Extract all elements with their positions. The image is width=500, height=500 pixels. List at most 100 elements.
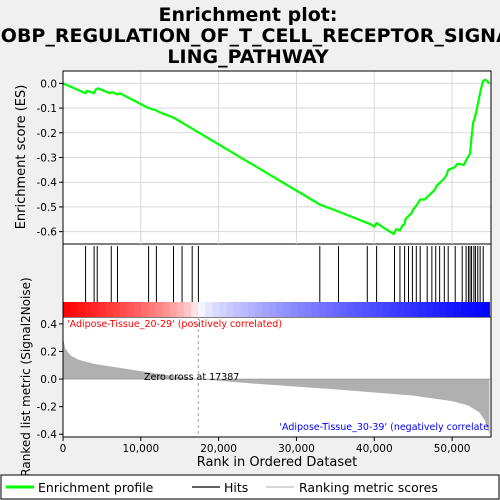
- es-tick-label: -0.5: [37, 202, 58, 214]
- rank-bar-segment: [134, 302, 142, 317]
- rank-tick-label: 0.0: [40, 374, 57, 386]
- legend: Enrichment profile Hits Ranking metric s…: [0, 474, 500, 500]
- rank-bar-segment: [226, 302, 235, 317]
- rank-tick-label: -0.4: [37, 429, 58, 441]
- rank-bar-segment: [77, 302, 85, 317]
- rank-bar-segment: [112, 302, 121, 317]
- rank-color-bar: [63, 302, 490, 317]
- rank-bar-segment: [446, 302, 455, 317]
- rank-bar-segment: [283, 302, 291, 317]
- rank-bar-segment: [190, 302, 199, 317]
- x-tick-label: 20,000: [200, 443, 237, 455]
- legend-hits-label: Hits: [224, 480, 248, 495]
- rank-bar-segment: [233, 302, 242, 317]
- rank-bar-segment: [290, 302, 299, 317]
- metric-layer: [63, 317, 491, 437]
- rank-bar-segment: [425, 302, 434, 317]
- plot-title-line-3: LING_PATHWAY: [167, 46, 328, 68]
- es-tick-label: -0.1: [37, 103, 58, 115]
- rank-bar-segment: [91, 302, 100, 317]
- rank-tick-label: -0.2: [37, 402, 58, 414]
- rank-bar-segment: [468, 302, 476, 317]
- ranking-metric-area: [63, 337, 490, 435]
- es-tick-label: -0.4: [37, 177, 58, 189]
- rank-bar-segment: [162, 302, 171, 317]
- rank-bar-segment: [461, 302, 469, 317]
- rank-bar-segment: [63, 302, 71, 317]
- x-tick-label: 0: [60, 443, 67, 455]
- rank-bar-segment: [439, 302, 448, 317]
- rank-bar-segment: [482, 302, 490, 317]
- zero-cross-label: Zero cross at 17387: [144, 372, 239, 383]
- rank-bar-segment: [198, 302, 206, 317]
- rank-bar-segment: [205, 302, 213, 317]
- es-y-axis-ticks: 0.0 -0.1 -0.2 -0.3 -0.4 -0.5 -0.6: [37, 78, 63, 239]
- rank-bar-segment: [254, 302, 263, 317]
- rank-bar-segment: [262, 302, 270, 317]
- legend-box: [0, 474, 500, 500]
- es-tick-label: -0.2: [37, 128, 58, 140]
- rank-bar-segment: [84, 302, 92, 317]
- rank-bar-segment: [119, 302, 128, 317]
- rank-bar-segment: [105, 302, 114, 317]
- x-tick-label: 40,000: [356, 443, 393, 455]
- es-grid-lines: [63, 71, 491, 244]
- es-tick-label: 0.0: [40, 78, 57, 90]
- rank-bar-segment: [368, 302, 377, 317]
- rank-bar-segment: [382, 302, 391, 317]
- rank-bar-segment: [404, 302, 412, 317]
- rank-bar-segment: [389, 302, 398, 317]
- hit-markers: [85, 246, 484, 302]
- x-axis-label: Rank in Ordered Dataset: [197, 455, 358, 470]
- rank-bar-segment: [432, 302, 441, 317]
- rank-bar-segment: [70, 302, 78, 317]
- rank-tick-label: 0.2: [40, 346, 57, 358]
- legend-ranking-label: Ranking metric scores: [299, 480, 438, 495]
- plot-frame: [62, 70, 492, 438]
- plot-title-line-1: Enrichment plot:: [159, 4, 338, 26]
- rank-tick-label: 0.4: [40, 319, 57, 331]
- rank-bar-segment: [361, 302, 370, 317]
- rank-bar-segment: [397, 302, 405, 317]
- es-tick-label: -0.3: [37, 153, 58, 165]
- rank-bar-segment: [212, 302, 220, 317]
- x-axis-ticks: 0 10,000 20,000 30,000 40,000 50,000: [60, 437, 471, 455]
- rank-bar-segment: [240, 302, 249, 317]
- rank-bar-segment: [169, 302, 178, 317]
- rank-bar-segment: [141, 302, 149, 317]
- enrichment-profile-line: [62, 78, 491, 236]
- rank-bar-segment: [347, 302, 355, 317]
- rank-bar-segment: [475, 302, 483, 317]
- rank-bar-segment: [418, 302, 426, 317]
- rank-bar-segment: [219, 302, 227, 317]
- rank-bar-segment: [340, 302, 348, 317]
- rank-bar-segment: [126, 302, 135, 317]
- rank-bar-segment: [354, 302, 363, 317]
- rank-bar-segment: [297, 302, 306, 317]
- rank-bar-segment: [411, 302, 419, 317]
- rank-bar-segment: [269, 302, 277, 317]
- plot-title-line-2: GOBP_REGULATION_OF_T_CELL_RECEPTOR_SIGNA: [0, 25, 500, 47]
- x-tick-label: 30,000: [278, 443, 315, 455]
- rank-bar-segment: [247, 302, 256, 317]
- rank-bar-segment: [311, 302, 320, 317]
- es-y-axis-label: Enrichment score (ES): [14, 85, 29, 230]
- rank-bar-segment: [148, 302, 156, 317]
- negative-class-label: 'Adipose-Tissue_30-39' (negatively corre…: [279, 422, 489, 433]
- legend-enrichment-label: Enrichment profile: [38, 480, 154, 495]
- rank-bar-segment: [318, 302, 327, 317]
- rank-bar-segment: [325, 302, 334, 317]
- rank-bar-segment: [453, 302, 462, 317]
- rank-y-axis-ticks: 0.4 0.2 0.0 -0.2 -0.4: [37, 319, 63, 441]
- rank-bar-segment: [155, 302, 164, 317]
- rank-y-axis-label: Ranked list metric (Signal2Noise): [19, 277, 33, 476]
- x-tick-label: 10,000: [122, 443, 159, 455]
- positive-class-label: 'Adipose-Tissue_20-29' (positively corre…: [67, 319, 282, 330]
- rank-bar-segment: [375, 302, 384, 317]
- rank-bar-segment: [183, 302, 192, 317]
- rank-bar-segment: [304, 302, 313, 317]
- rank-bar-segment: [333, 302, 341, 317]
- rank-bar-segment: [276, 302, 284, 317]
- x-tick-label: 50,000: [434, 443, 471, 455]
